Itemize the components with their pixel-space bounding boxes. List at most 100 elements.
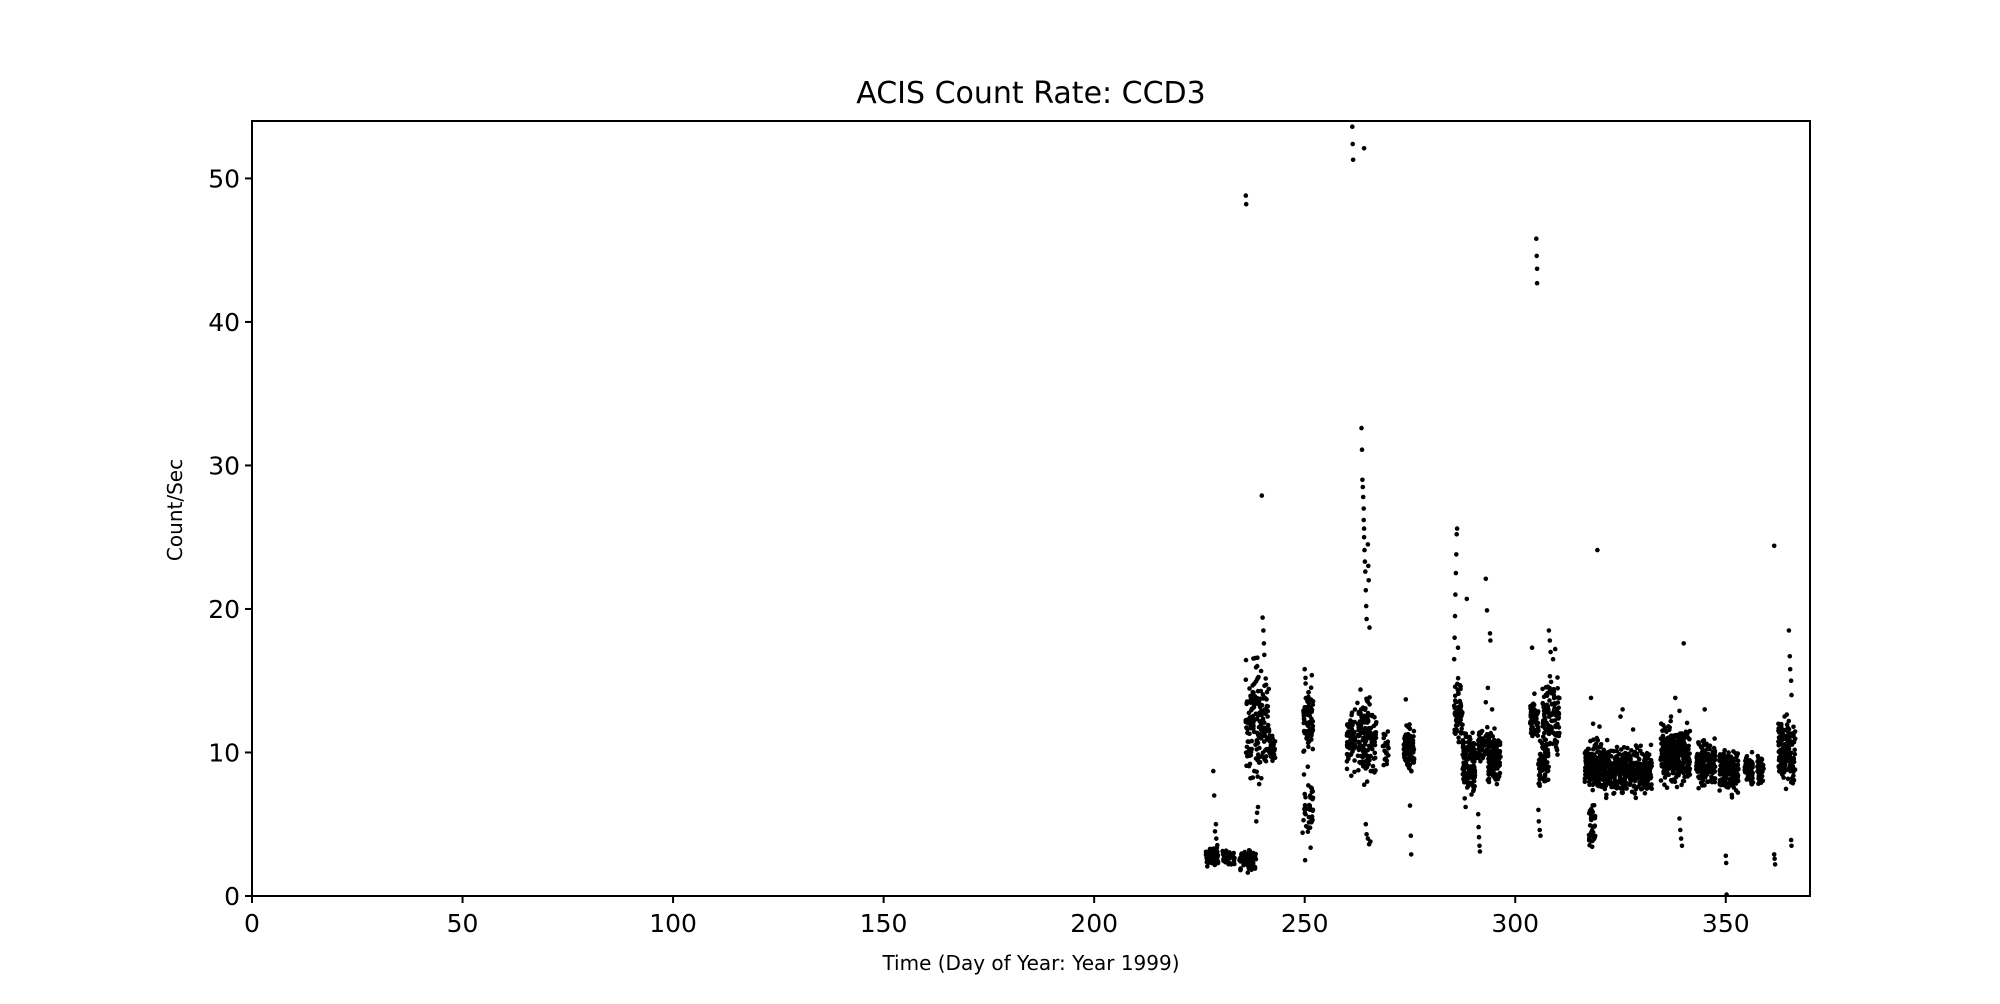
data-point — [1478, 730, 1484, 736]
data-point — [1556, 725, 1562, 730]
data-point — [1483, 576, 1489, 582]
data-point — [1239, 858, 1245, 864]
data-point — [1784, 712, 1790, 717]
data-point — [1263, 676, 1268, 681]
data-point — [1231, 858, 1237, 864]
data-point — [1405, 763, 1411, 769]
data-point — [1259, 493, 1265, 498]
data-point — [1792, 747, 1797, 753]
data-point — [1350, 141, 1355, 147]
data-point — [1484, 608, 1490, 613]
data-point — [1658, 778, 1664, 783]
data-point — [1788, 678, 1794, 683]
x-axis-label: Time (Day of Year: Year 1999) — [881, 951, 1179, 975]
data-point — [1772, 862, 1778, 867]
data-point — [1542, 714, 1547, 719]
data-point — [1722, 759, 1728, 765]
data-point — [1727, 771, 1732, 777]
data-point — [1357, 719, 1362, 724]
data-point — [1246, 710, 1252, 716]
data-point — [1538, 833, 1543, 838]
data-point — [1302, 857, 1308, 863]
data-point — [1406, 725, 1411, 730]
data-point — [1402, 736, 1407, 741]
data-point — [1221, 852, 1226, 857]
data-point — [1642, 791, 1648, 796]
data-point — [1203, 849, 1209, 855]
data-point — [1262, 757, 1267, 762]
data-point — [1590, 787, 1595, 793]
data-point — [1453, 731, 1458, 736]
data-point — [1309, 672, 1315, 678]
data-point — [1363, 719, 1369, 725]
data-point — [1250, 683, 1255, 688]
data-point — [1302, 791, 1307, 797]
data-point — [1306, 825, 1311, 830]
data-point — [1582, 776, 1588, 781]
data-point — [1724, 784, 1729, 790]
data-point — [1475, 752, 1481, 758]
data-point — [1461, 740, 1467, 745]
data-point — [1670, 770, 1676, 776]
data-point — [1309, 733, 1314, 738]
data-point — [1408, 833, 1414, 838]
data-point — [1787, 742, 1792, 748]
data-point — [1627, 780, 1633, 786]
data-point — [1360, 494, 1366, 500]
data-point — [1301, 748, 1307, 754]
data-point — [1743, 763, 1748, 768]
data-point — [1402, 752, 1408, 757]
data-point — [1556, 733, 1562, 739]
data-point — [1348, 720, 1353, 725]
x-tick-label: 0 — [244, 909, 260, 938]
data-point — [1405, 731, 1411, 737]
data-point — [1248, 776, 1253, 781]
data-point — [1661, 764, 1667, 770]
data-point — [1629, 748, 1634, 753]
data-point — [1495, 748, 1500, 753]
data-point — [1451, 703, 1457, 708]
data-point — [1534, 722, 1540, 728]
data-point — [1662, 758, 1667, 763]
data-point — [1248, 850, 1253, 856]
data-point — [1717, 767, 1723, 773]
data-point — [1403, 739, 1409, 745]
data-point — [1252, 866, 1258, 871]
data-point — [1352, 746, 1357, 751]
data-point — [1755, 759, 1760, 764]
data-point — [1211, 768, 1216, 774]
data-point — [1592, 835, 1597, 840]
data-point — [1792, 729, 1798, 734]
data-point — [1756, 770, 1762, 775]
data-point — [1257, 710, 1262, 715]
data-point — [1587, 782, 1592, 787]
data-point — [1717, 782, 1723, 787]
data-point — [1258, 688, 1264, 694]
data-point — [1225, 857, 1230, 863]
data-point — [1613, 772, 1618, 777]
data-point — [1407, 744, 1412, 749]
data-point — [1529, 713, 1534, 719]
data-point — [1666, 772, 1671, 778]
data-point — [1266, 728, 1272, 734]
data-point — [1638, 743, 1643, 749]
data-point — [1698, 744, 1704, 750]
data-point — [1595, 782, 1601, 787]
data-point — [1647, 770, 1652, 775]
data-point — [1757, 778, 1762, 784]
data-point — [1642, 758, 1647, 764]
data-point — [1492, 737, 1497, 743]
data-point — [1545, 777, 1551, 783]
data-point — [1403, 697, 1409, 702]
data-point — [1370, 712, 1375, 718]
data-point — [1451, 656, 1457, 662]
data-point — [1302, 802, 1308, 808]
data-point — [1603, 795, 1609, 801]
data-point — [1593, 745, 1599, 750]
data-point — [1621, 745, 1627, 750]
data-point — [1250, 697, 1256, 702]
data-point — [1486, 755, 1492, 761]
data-point — [1528, 721, 1534, 727]
data-point — [1303, 681, 1308, 686]
data-point — [1477, 843, 1482, 849]
